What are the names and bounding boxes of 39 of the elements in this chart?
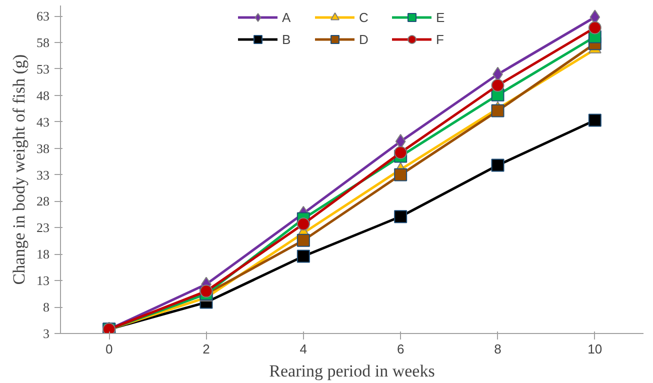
x-tick-label: 4	[300, 342, 308, 356]
y-tick-label: 33	[36, 167, 50, 182]
y-tick-label: 43	[36, 114, 50, 130]
y-tick-label: 8	[43, 300, 50, 315]
y-axis-title: Change in body weight of fish (g)	[10, 54, 28, 285]
y-tick-label: 53	[36, 61, 50, 76]
point	[296, 234, 310, 247]
x-tick-label: 2	[202, 342, 210, 356]
point	[491, 158, 504, 172]
point	[588, 114, 602, 127]
legend-label: B	[282, 32, 292, 46]
y-tick-label: 18	[36, 246, 50, 262]
x-tick-label: 8	[494, 342, 502, 356]
point	[491, 78, 504, 92]
y-tick-label: 13	[36, 273, 50, 288]
x-tick-label: 10	[588, 342, 602, 356]
y-tick-label: 23	[36, 220, 50, 236]
point	[394, 168, 408, 182]
point	[588, 21, 602, 34]
legend-label: D	[359, 32, 370, 46]
point	[491, 104, 504, 118]
point	[296, 218, 310, 230]
legend-label: E	[436, 10, 446, 24]
y-tick-label: 48	[36, 88, 50, 103]
legend-label: A	[282, 10, 292, 24]
x-tick-label: 6	[396, 342, 404, 356]
y-tick-label: 3	[43, 326, 50, 341]
y-tick-label: 63	[36, 8, 50, 24]
legend-label: F	[436, 32, 445, 46]
y-tick-label: 38	[36, 140, 50, 156]
point	[394, 146, 408, 160]
y-tick-label: 28	[36, 194, 50, 209]
point	[394, 210, 408, 224]
y-tick-label: 58	[36, 35, 50, 50]
x-axis-title: Rearing period in weeks	[269, 362, 435, 380]
point	[296, 250, 310, 263]
x-tick-label: 0	[105, 342, 113, 356]
point	[200, 284, 213, 298]
legend-label: C	[359, 10, 370, 24]
